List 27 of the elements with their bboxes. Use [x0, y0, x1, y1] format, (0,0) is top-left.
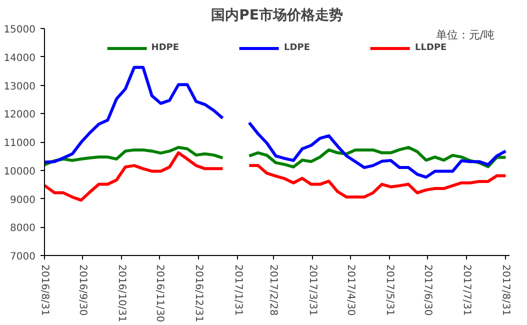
y-tick-label: 15000 — [4, 24, 36, 36]
x-tick-label: 2017/7/31 — [461, 264, 472, 316]
annotation: 单位：元/吨 — [436, 28, 495, 42]
x-tick-label: 2017/8/31 — [500, 264, 512, 316]
x-tick-label: 2017/3/31 — [306, 264, 318, 316]
y-tick-label: 9000 — [10, 194, 36, 206]
chart-title: 国内PE市场价格走势 — [211, 6, 343, 24]
y-tick-label: 7000 — [10, 252, 36, 262]
x-tick-label: 2017/1/31 — [232, 264, 244, 316]
legend-label: LDPE — [284, 43, 310, 53]
y-tick-label: 14000 — [4, 52, 36, 64]
legend-label: HDPE — [151, 43, 180, 53]
x-tick-label: 2016/10/31 — [116, 264, 128, 322]
x-tick-label: 2016/9/30 — [76, 264, 88, 316]
x-tick-label: 2016/8/31 — [39, 264, 50, 316]
y-tick-label: 12000 — [4, 110, 36, 121]
x-tick-label: 2017/6/30 — [422, 264, 433, 316]
y-tick-label: 8000 — [10, 223, 36, 234]
x-tick-label: 2016/11/30 — [154, 264, 165, 322]
x-tick-label: 2017/2/28 — [268, 264, 279, 316]
x-tick-label: 2016/12/31 — [193, 264, 204, 322]
x-tick-label: 2017/5/31 — [384, 264, 395, 316]
y-tick-label: 11000 — [4, 138, 36, 149]
legend-label: LLDPE — [415, 43, 447, 53]
y-tick-label: 13000 — [4, 81, 36, 92]
x-tick-label: 2017/4/30 — [344, 264, 356, 316]
y-tick-label: 10000 — [4, 166, 36, 178]
